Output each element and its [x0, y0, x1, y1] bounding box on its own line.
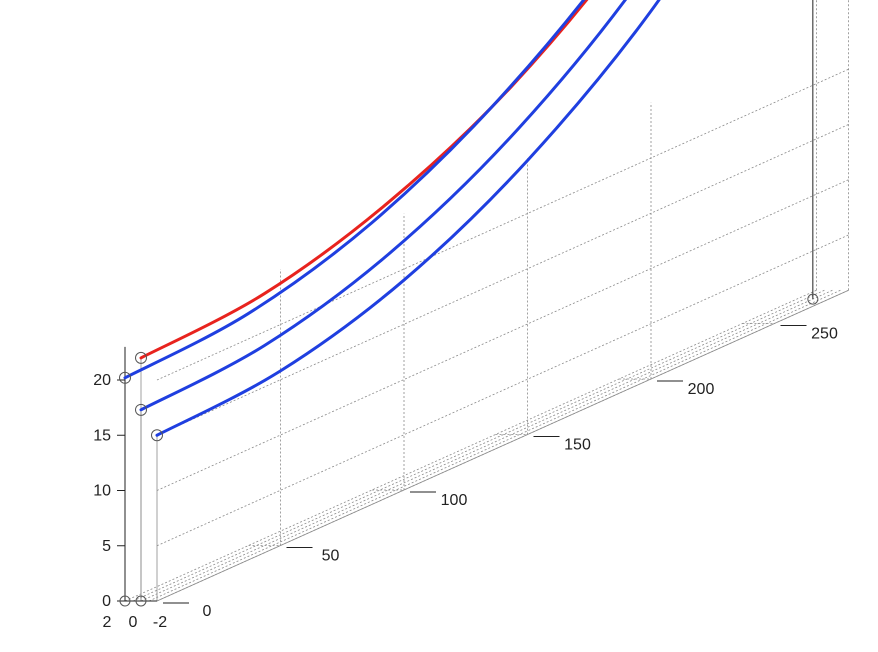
x-tick-label: 150 [564, 437, 591, 454]
series-marker [135, 351, 147, 364]
axes [117, 0, 849, 604]
floor-grid-line [132, 289, 825, 602]
series-endpoint-markers [119, 293, 819, 607]
floor-grid-line [140, 289, 833, 602]
z-tick-label: 20 [93, 372, 111, 389]
grid-lines [124, 0, 849, 602]
wall-grid-line [156, 124, 849, 436]
floor-marker [135, 595, 147, 607]
series-line-blue [155, 0, 661, 437]
series-marker [135, 403, 147, 416]
floor-marker [807, 293, 819, 305]
x-tick-label: 250 [811, 326, 838, 343]
y-tick-label: -2 [153, 614, 167, 631]
floor-marker [119, 595, 131, 607]
series-lines [123, 0, 661, 437]
floor-grid-line [124, 289, 817, 602]
wall-grid-line [156, 179, 849, 491]
z-tick-label: 10 [93, 483, 111, 500]
wall-grid-line [156, 234, 849, 547]
z-tick-label: 15 [93, 427, 111, 444]
y-tick-label: 2 [103, 614, 112, 631]
y-tick-label: 0 [129, 614, 138, 631]
x-tick-label: 100 [441, 492, 468, 509]
series-line-blue [123, 0, 586, 380]
series-line-blue [139, 0, 628, 412]
series-marker [151, 429, 163, 442]
x-tick-label: 50 [322, 548, 340, 565]
series-line-red [139, 0, 589, 360]
x-tick-label: 200 [688, 381, 715, 398]
z-tick-label: 0 [102, 593, 111, 610]
x-axis-line [156, 289, 849, 602]
z-tick-label: 5 [102, 538, 111, 555]
x-tick-label: 0 [203, 603, 212, 620]
series-marker [119, 371, 131, 384]
